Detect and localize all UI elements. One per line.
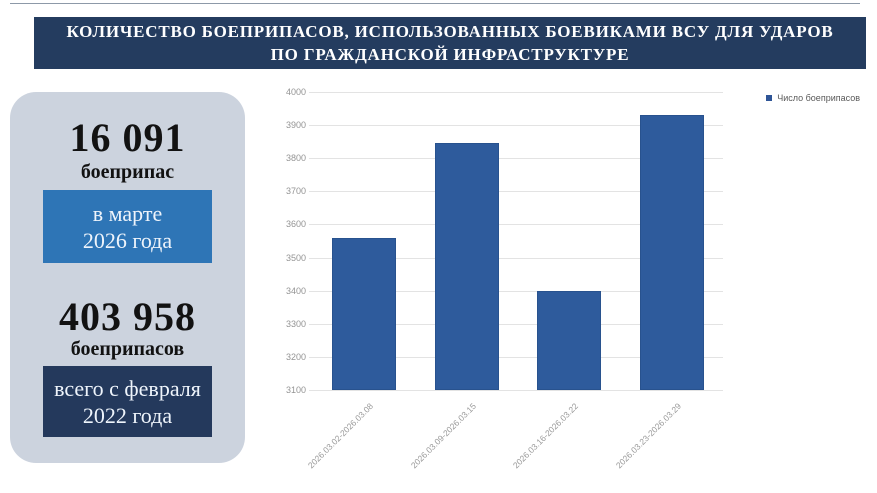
x-axis-tick-label: 2026.03.02-2026.03.08	[306, 401, 376, 471]
gridline-3300	[309, 323, 723, 325]
monthly-period-label: в марте 2026 года	[82, 200, 173, 253]
x-axis-tick-label: 2026.03.23-2026.03.29	[613, 401, 683, 471]
total-period-box: всего с февраля 2022 года	[43, 366, 212, 437]
y-axis-tick-label: 4000	[285, 87, 306, 97]
y-axis-tick-label: 3300	[285, 318, 306, 329]
y-axis-tick-label: 3200	[285, 351, 306, 362]
gridline-3800	[309, 158, 723, 160]
bar-3	[537, 290, 602, 390]
total-count-value: 403 958	[59, 294, 196, 339]
y-axis-tick-label: 3500	[285, 252, 306, 263]
legend-swatch-icon	[766, 95, 773, 101]
y-axis-tick-label: 3100	[285, 385, 306, 395]
monthly-count-value: 16 091	[69, 115, 186, 160]
gridline-3700	[309, 191, 723, 193]
header-banner: КОЛИЧЕСТВО БОЕПРИПАСОВ, ИСПОЛЬЗОВАННЫХ Б…	[34, 17, 866, 69]
bar-chart: 3100 3200 3300 3400 3500 3600 3700 3800 3900 4000…	[270, 80, 877, 489]
total-period-label: всего с февраля 2022 года	[54, 375, 201, 428]
legend-label: Число боеприпасов	[777, 93, 860, 103]
page-title-line-1: КОЛИЧЕСТВО БОЕПРИПАСОВ, ИСПОЛЬЗОВАННЫХ Б…	[66, 22, 834, 41]
gridline-3600	[309, 224, 723, 226]
gridline-3100	[309, 390, 723, 391]
y-axis-tick-label: 3700	[285, 186, 306, 197]
gridline-4000	[309, 92, 723, 93]
gridline-3900	[309, 125, 723, 127]
chart-legend: Число боеприпасов	[766, 93, 860, 103]
y-axis-tick-label: 3800	[285, 153, 306, 164]
gridline-3400	[309, 290, 723, 292]
page-title-line-2: ПО ГРАЖДАНСКОЙ ИНФРАСТРУКТУРЕ	[270, 45, 630, 64]
bar-2	[434, 143, 499, 390]
top-divider	[10, 3, 860, 4]
y-axis-tick-label: 3600	[285, 219, 306, 230]
monthly-count-unit: боеприпас	[80, 161, 175, 183]
stats-panel: 16 091 боеприпас в марте 2026 года 403 9…	[10, 92, 245, 463]
bar-1	[332, 237, 397, 390]
monthly-period-box: в марте 2026 года	[43, 190, 212, 263]
x-axis-tick-label: 2026.03.16-2026.03.22	[511, 401, 581, 471]
y-axis-tick-label: 3900	[285, 120, 306, 131]
gridline-3200	[309, 356, 723, 358]
y-axis-tick-label: 3400	[285, 285, 306, 296]
total-count-unit: боеприпасов	[70, 338, 185, 360]
bar-4	[639, 115, 704, 390]
x-axis-tick-label: 2026.03.09-2026.03.15	[408, 401, 478, 471]
gridline-3500	[309, 257, 723, 259]
